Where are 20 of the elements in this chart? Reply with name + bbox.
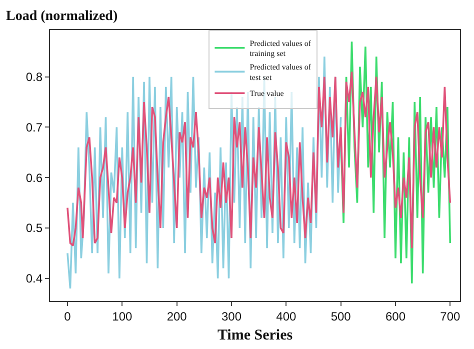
x-tick-label: 500 bbox=[330, 310, 352, 324]
y-tick-label: 0.5 bbox=[26, 221, 43, 236]
x-tick-label: 400 bbox=[276, 310, 296, 324]
x-tick-label: 0 bbox=[64, 310, 72, 324]
line-series bbox=[340, 40, 452, 284]
y-tick-label: 0.7 bbox=[26, 120, 43, 134]
x-tick-label: 600 bbox=[385, 310, 406, 324]
legend-label: Predicted values of test set bbox=[250, 62, 312, 82]
x-tick-label: 200 bbox=[166, 310, 188, 324]
x-axis-title: Time Series bbox=[217, 328, 293, 344]
x-tick-label: 700 bbox=[440, 310, 460, 324]
y-axis-title: Load (normalized) bbox=[6, 9, 118, 24]
legend-label: True value bbox=[250, 89, 284, 98]
y-tick-label: 0.8 bbox=[26, 70, 43, 84]
y-tick-label: 0.4 bbox=[26, 272, 43, 286]
x-tick-label: 100 bbox=[112, 310, 132, 324]
y-tick-label: 0.6 bbox=[26, 170, 43, 185]
legend-label: Predicted values of training set bbox=[250, 38, 312, 58]
x-tick-label: 300 bbox=[221, 310, 242, 324]
line-series bbox=[66, 70, 452, 250]
